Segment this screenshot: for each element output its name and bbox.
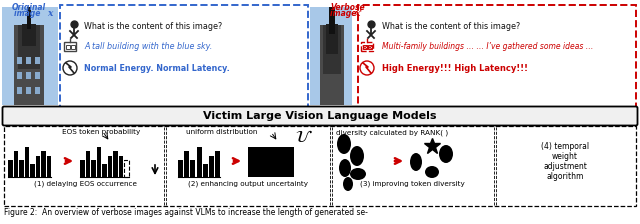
- Bar: [209, 156, 214, 177]
- Bar: [26, 87, 31, 94]
- Bar: [35, 87, 40, 94]
- Text: (3) improving token diversity: (3) improving token diversity: [360, 180, 465, 187]
- Text: What is the content of this image?: What is the content of this image?: [382, 22, 520, 30]
- Bar: [17, 87, 22, 94]
- Text: High Energy!!! High Latency!!!: High Energy!!! High Latency!!!: [382, 63, 528, 73]
- Bar: [97, 147, 101, 177]
- Bar: [113, 151, 118, 177]
- Ellipse shape: [410, 153, 422, 171]
- Bar: [60, 5, 308, 110]
- Bar: [2, 7, 58, 105]
- Ellipse shape: [343, 177, 353, 191]
- Ellipse shape: [425, 166, 439, 178]
- Bar: [22, 24, 36, 46]
- Bar: [35, 72, 40, 79]
- Bar: [26, 57, 31, 64]
- Text: image: image: [15, 9, 44, 18]
- Text: (2) enhancing output uncertainty: (2) enhancing output uncertainty: [188, 180, 308, 187]
- Bar: [14, 25, 44, 105]
- Bar: [35, 156, 40, 177]
- Bar: [184, 151, 189, 177]
- Bar: [4, 126, 636, 206]
- Text: $\mathcal{U}$: $\mathcal{U}$: [295, 128, 313, 146]
- Ellipse shape: [350, 146, 364, 166]
- Text: EOS token probability: EOS token probability: [62, 129, 140, 135]
- Bar: [196, 147, 202, 177]
- Text: algorithm: algorithm: [547, 172, 584, 181]
- Bar: [326, 24, 338, 54]
- Bar: [8, 160, 13, 177]
- Bar: [118, 156, 123, 177]
- Bar: [80, 160, 84, 177]
- Bar: [361, 42, 373, 51]
- Bar: [30, 164, 35, 177]
- Bar: [71, 45, 75, 49]
- Text: What is the content of this image?: What is the content of this image?: [84, 22, 222, 30]
- Ellipse shape: [337, 134, 351, 154]
- Text: Multi-family buildings … … I’ve gathered some ideas …: Multi-family buildings … … I’ve gathered…: [382, 41, 593, 50]
- Text: Victim Large Vision Language Models: Victim Large Vision Language Models: [204, 111, 436, 121]
- Text: (4) temporal: (4) temporal: [541, 142, 589, 151]
- Bar: [102, 164, 106, 177]
- Bar: [329, 7, 335, 34]
- Text: Original: Original: [12, 3, 46, 12]
- Bar: [215, 151, 220, 177]
- Bar: [191, 160, 195, 177]
- Bar: [91, 160, 95, 177]
- Bar: [35, 57, 40, 64]
- Bar: [358, 5, 636, 110]
- Bar: [108, 156, 112, 177]
- Bar: [86, 151, 90, 177]
- Text: uniform distribution: uniform distribution: [186, 129, 257, 135]
- Bar: [24, 147, 29, 177]
- Text: x: x: [47, 9, 52, 18]
- Bar: [178, 160, 183, 177]
- Bar: [310, 7, 352, 105]
- Text: image: image: [330, 9, 359, 18]
- Bar: [19, 160, 24, 177]
- Bar: [17, 72, 22, 79]
- Text: adjustment: adjustment: [543, 162, 587, 171]
- Ellipse shape: [339, 159, 351, 177]
- Ellipse shape: [350, 168, 366, 180]
- Bar: [26, 72, 31, 79]
- Bar: [124, 160, 129, 177]
- Bar: [18, 25, 40, 69]
- Text: A tall building with the blue sky.: A tall building with the blue sky.: [84, 41, 212, 50]
- Bar: [13, 151, 18, 177]
- Bar: [203, 164, 208, 177]
- Text: Figure 2:  An overview of verbose images against VLMs to increase the length of : Figure 2: An overview of verbose images …: [4, 208, 368, 217]
- Text: x': x': [354, 9, 362, 18]
- Bar: [27, 7, 31, 29]
- Text: Verbose: Verbose: [330, 3, 365, 12]
- Bar: [363, 45, 367, 49]
- Bar: [41, 151, 45, 177]
- Text: diversity calculated by RANK( ): diversity calculated by RANK( ): [336, 129, 448, 136]
- Bar: [47, 156, 51, 177]
- Bar: [368, 45, 372, 49]
- FancyBboxPatch shape: [3, 106, 637, 125]
- Bar: [248, 147, 294, 177]
- Bar: [17, 57, 22, 64]
- Ellipse shape: [439, 145, 453, 163]
- Bar: [320, 25, 344, 105]
- Bar: [66, 45, 70, 49]
- Text: (1) delaying EOS occurrence: (1) delaying EOS occurrence: [33, 180, 136, 187]
- Bar: [64, 42, 76, 51]
- Text: Normal Energy. Normal Latency.: Normal Energy. Normal Latency.: [84, 63, 230, 73]
- Text: weight: weight: [552, 152, 578, 161]
- Bar: [323, 25, 341, 74]
